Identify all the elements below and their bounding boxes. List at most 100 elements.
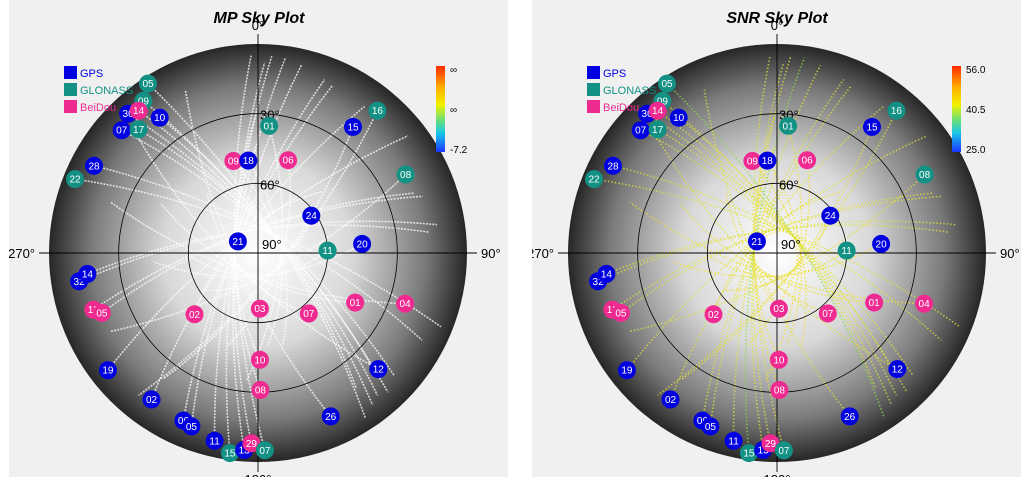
satellite-tracks <box>593 55 961 454</box>
satellite-dot <box>739 444 758 463</box>
satellite-prn-label: 19 <box>621 366 633 377</box>
satellite-prn-label: 09 <box>747 157 759 168</box>
satellite-dot <box>658 74 676 93</box>
satellite-marker: 14 <box>129 101 148 120</box>
satellite-marker: 09 <box>224 152 243 170</box>
satellite-prn-label: 05 <box>661 79 673 90</box>
satellite-track <box>661 100 893 406</box>
legend-swatch <box>64 66 77 79</box>
satellite-prn-label: 03 <box>773 304 785 315</box>
satellite-prn-label: 02 <box>665 395 677 406</box>
satellite-marker: 28 <box>85 156 103 175</box>
satellite-track <box>193 190 322 315</box>
colorbar-label: 56.0 <box>966 65 986 76</box>
satellite-marker: 17 <box>648 120 667 139</box>
satellite-marker: 22 <box>585 170 603 189</box>
satellite-dot <box>704 305 723 324</box>
satellite-dot <box>872 234 891 253</box>
satellite-track <box>606 224 948 275</box>
satellite-dot <box>242 434 261 453</box>
legend-swatch <box>64 83 77 96</box>
satellite-track <box>629 201 925 305</box>
satellite-marker: 17 <box>129 120 148 139</box>
satellite-prn-label: 11 <box>841 246 852 257</box>
satellite-dot <box>321 407 340 426</box>
satellite-dot <box>129 120 148 139</box>
satellite-track <box>182 84 334 421</box>
satellite-dot <box>915 294 934 313</box>
satellite-marker: 02 <box>142 390 161 409</box>
satellite-track <box>620 192 934 314</box>
satellite-prn-label: 15 <box>347 122 359 133</box>
satellite-dot <box>865 293 884 312</box>
satellite-marker: 28 <box>604 156 622 175</box>
colorbar <box>952 66 961 152</box>
satellite-dot <box>239 151 258 170</box>
satellite-marker: 20 <box>353 234 372 253</box>
satellite-dot <box>661 390 680 409</box>
satellite-dot <box>66 170 84 189</box>
satellite-prn-label: 26 <box>844 412 856 423</box>
satellite-prn-label: 29 <box>765 439 777 450</box>
satellite-dot <box>344 117 362 136</box>
satellite-track <box>766 160 802 346</box>
satellite-dot <box>318 241 337 260</box>
satellite-prn-label: 21 <box>751 237 763 248</box>
chart-title: SNR Sky Plot <box>726 10 828 27</box>
satellite-marker: 05 <box>658 74 676 93</box>
satellite-marker: 07 <box>299 304 318 323</box>
satellite-track <box>723 215 832 292</box>
satellite-marker: 21 <box>747 232 766 251</box>
satellite-track <box>753 196 780 310</box>
satellite-prn-label: 12 <box>373 365 385 376</box>
satellite-dot <box>888 360 907 379</box>
satellite-dot <box>260 116 279 135</box>
satellite-marker: 01 <box>346 293 365 312</box>
satellite-track <box>752 55 785 451</box>
satellite-marker: 15 <box>344 117 362 136</box>
satellite-track <box>752 62 785 444</box>
satellite-dot <box>701 417 720 436</box>
satellite-marker: 19 <box>617 361 636 380</box>
satellite-prn-label: 21 <box>232 237 244 248</box>
satellite-prn-label: 18 <box>762 156 774 167</box>
satellite-prn-label: 17 <box>133 125 145 136</box>
satellite-track <box>640 129 914 377</box>
satellite-marker: 18 <box>239 151 258 170</box>
satellite-dot <box>774 441 793 460</box>
colorbar-label: ∞ <box>450 65 457 76</box>
satellite-dot <box>648 101 667 120</box>
satellite-track <box>753 145 780 361</box>
satellite-marker: 11 <box>724 431 743 450</box>
satellite-dot <box>369 360 388 379</box>
satellite-marker: 10 <box>669 108 688 127</box>
legend-swatch <box>587 100 600 113</box>
satellite-marker: 07 <box>255 441 274 460</box>
satellite-dot <box>747 232 766 251</box>
legend-swatch <box>587 83 600 96</box>
satellite-dot <box>770 381 789 399</box>
satellite-marker: 24 <box>302 206 321 225</box>
satellite-prn-label: 05 <box>615 308 627 319</box>
satellite-prn-label: 06 <box>178 416 190 427</box>
satellite-prn-label: 14 <box>82 269 94 280</box>
legend-label: BeiDou <box>80 102 116 114</box>
satellite-marker: 02 <box>661 390 680 409</box>
satellite-track <box>247 160 283 346</box>
satellite-track <box>597 220 956 283</box>
satellite-dot <box>368 101 387 120</box>
satellite-marker: 03 <box>250 299 269 318</box>
satellite-prn-label: 24 <box>825 211 837 222</box>
satellite-prn-label: 20 <box>876 239 888 250</box>
satellite-dot <box>758 151 777 170</box>
satellite-track <box>629 173 926 333</box>
satellite-dot <box>250 350 269 369</box>
satellite-dot <box>840 407 859 426</box>
satellite-dot <box>769 350 788 369</box>
direction-east: 90° <box>481 246 501 261</box>
satellite-track <box>237 230 280 265</box>
satellite-marker: 05 <box>182 417 201 436</box>
legend-label: GPS <box>603 68 626 80</box>
satellite-marker: 10 <box>150 108 169 127</box>
satellite-dot <box>669 108 688 127</box>
